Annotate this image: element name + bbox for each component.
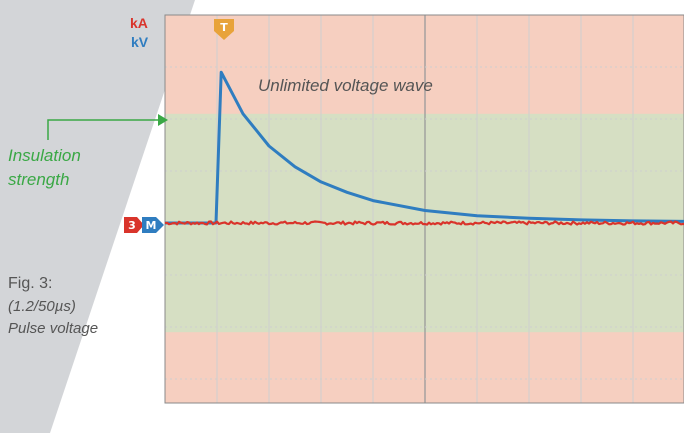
plot-area	[164, 14, 684, 404]
plot-frame	[164, 14, 684, 404]
plot-traces	[164, 70, 684, 226]
current-trace	[164, 220, 684, 226]
current-unit-label: kA	[130, 15, 148, 31]
wave-annotation: Unlimited voltage wave	[258, 76, 433, 95]
figure-subtitle-line1: (1.2/50µs)	[8, 298, 76, 315]
insulation-arrow	[47, 114, 168, 140]
svg-text:M: M	[146, 219, 157, 232]
figure-subtitle-line2: Pulse voltage	[8, 320, 99, 337]
figure-title: Fig. 3:	[8, 275, 53, 292]
voltage-unit-label: kV	[131, 34, 149, 50]
channel-marker-voltage-icon: M	[142, 217, 164, 233]
voltage-trace	[165, 70, 684, 225]
trigger-marker-icon: T	[214, 19, 234, 40]
sidebar-panel	[0, 0, 195, 433]
insulation-label-line1: Insulation	[8, 146, 81, 165]
svg-text:T: T	[220, 21, 228, 34]
svg-text:3: 3	[128, 219, 136, 232]
channel-marker-current-icon: 3	[124, 217, 144, 233]
insulation-label-line2: strength	[8, 170, 70, 189]
